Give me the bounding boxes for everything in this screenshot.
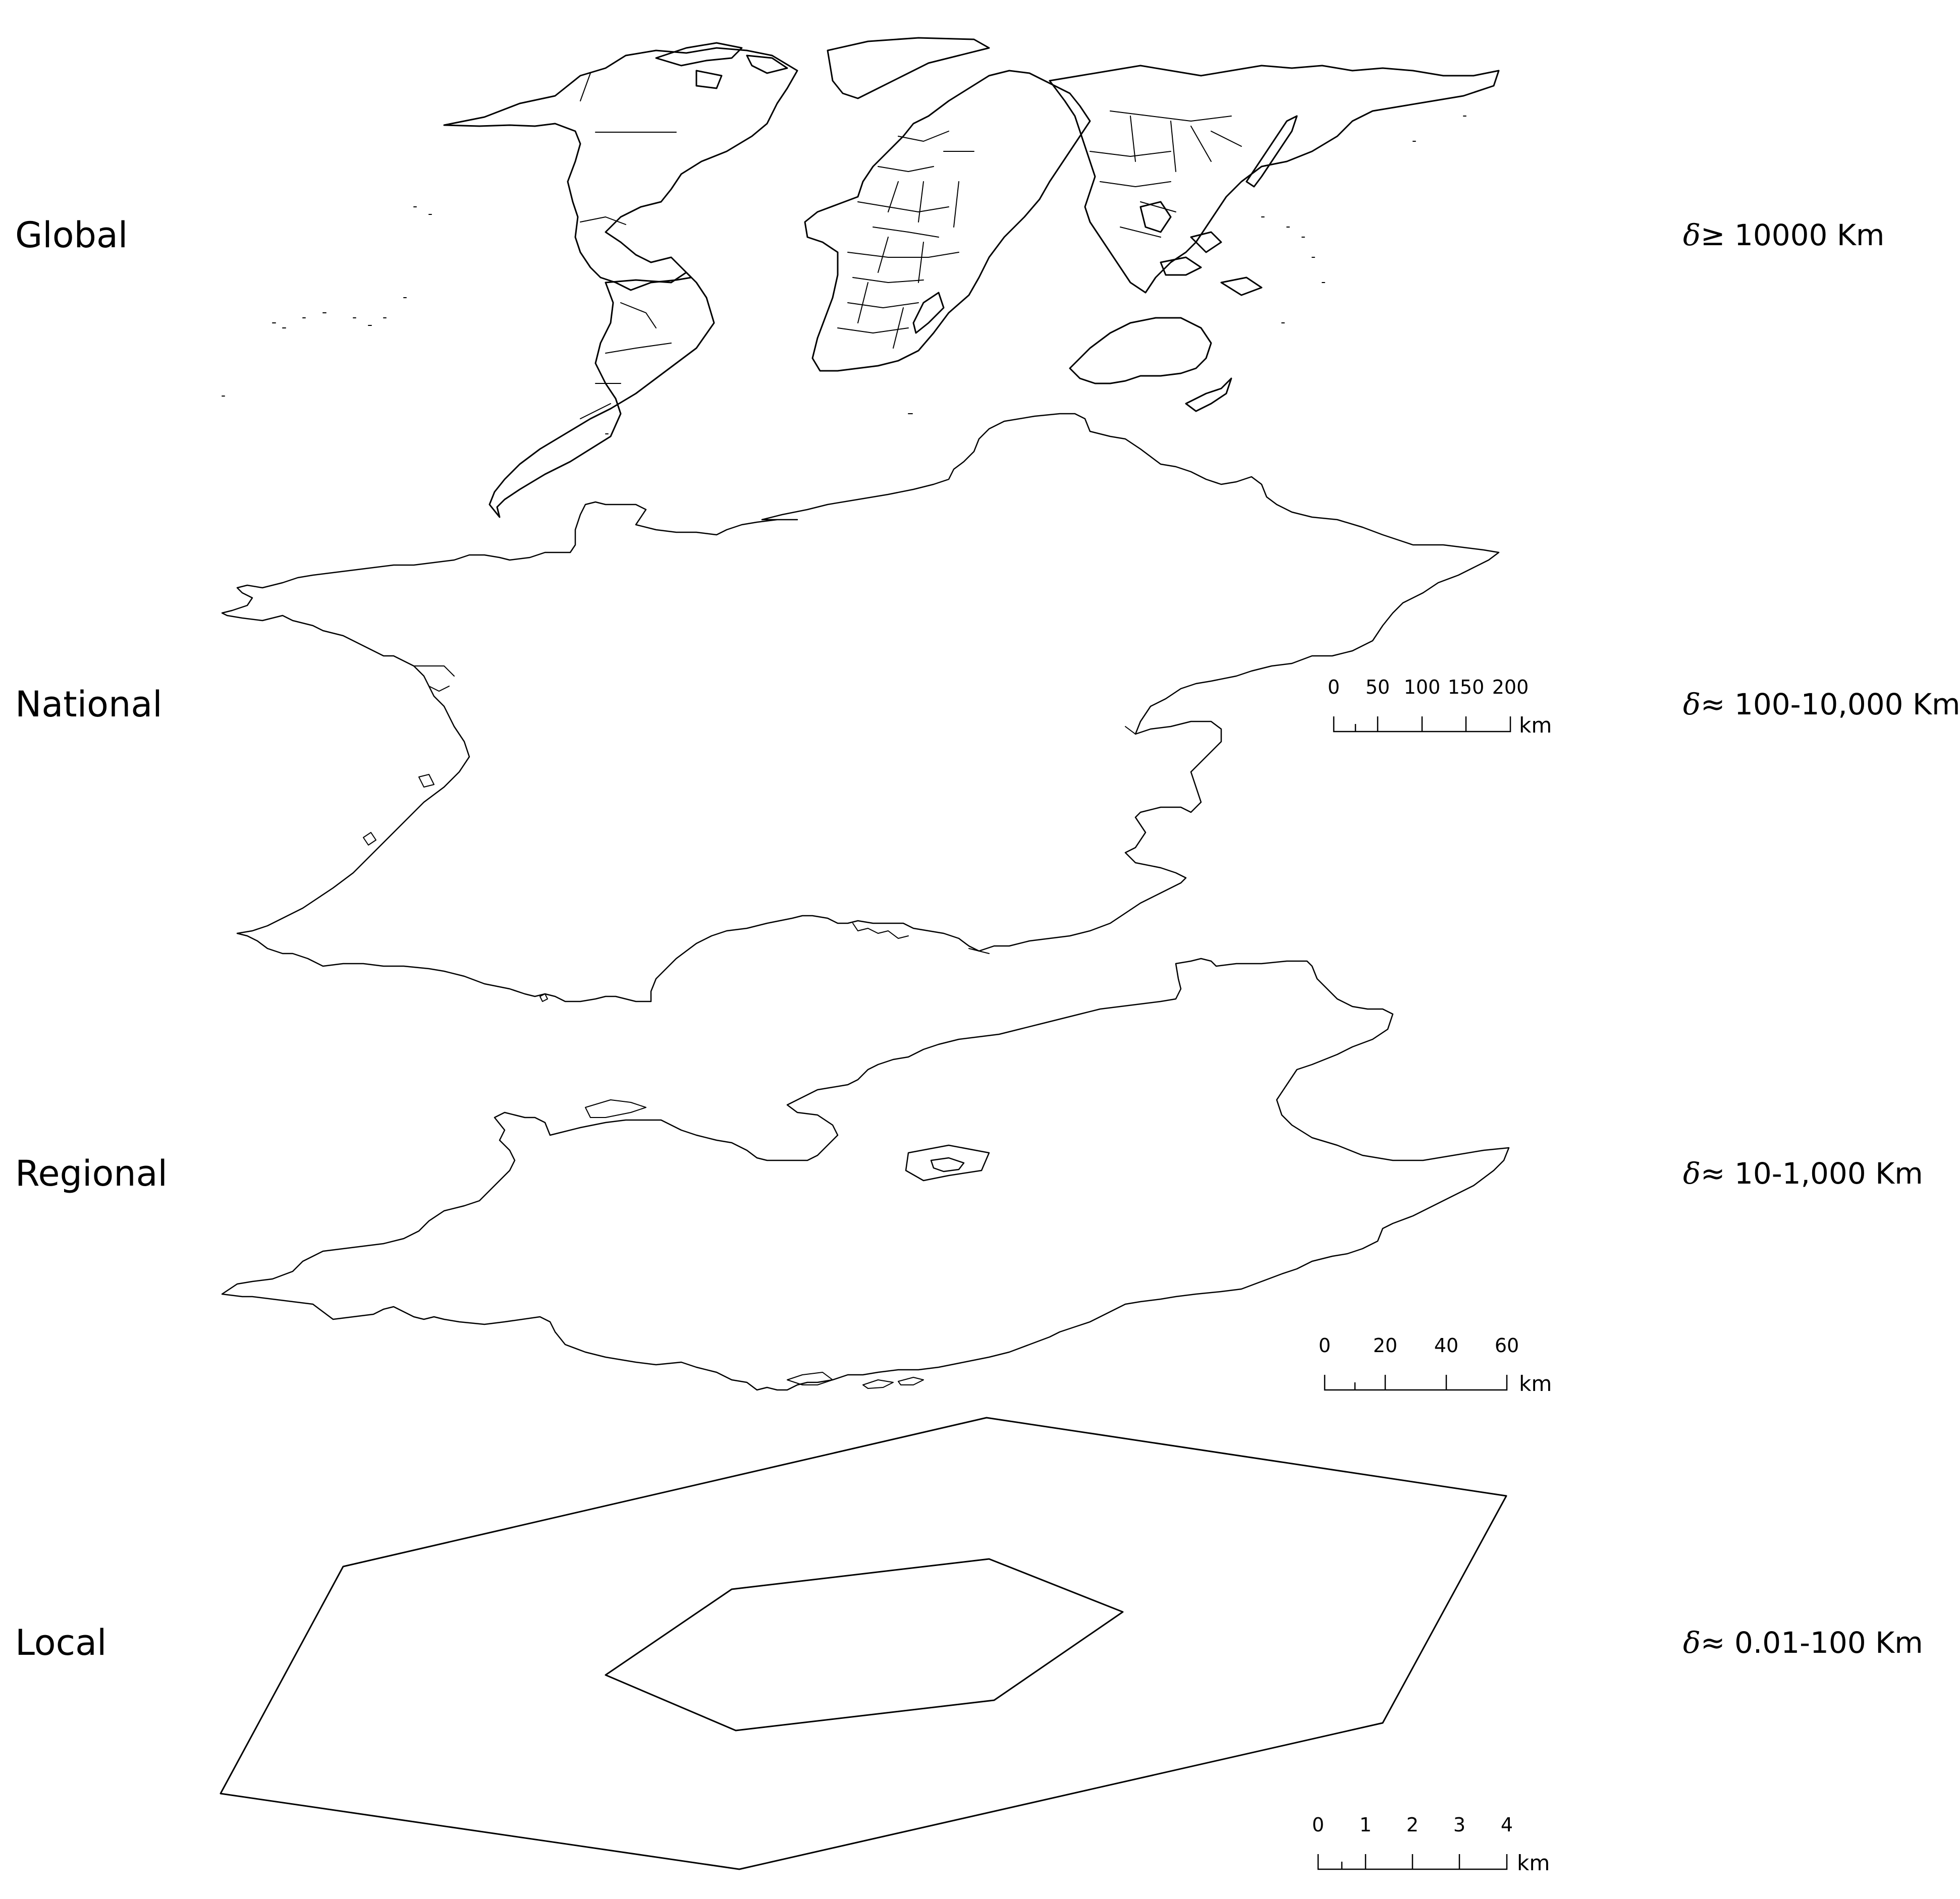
scalebar-tick-label: 40 [1434,1334,1458,1357]
scalebar-tick-label: 1 [1359,1814,1372,1836]
world-map [222,37,1500,518]
region-outline [221,958,1510,1391]
scalebar-tick-label: 2 [1406,1814,1419,1836]
scalebar-national: 0 50 100 150 200 km [1328,676,1552,738]
country-borders-na [580,73,677,225]
scalebar-line [1333,716,1511,733]
scalebar-regional: 0 20 40 60 km [1319,1334,1552,1396]
layer-label-global: Global [15,214,128,256]
scalebar-tick-label: 0 [1328,676,1340,698]
delta-symbol: δ [1683,218,1701,252]
scale-range-text: ≥ 10000 Km [1700,218,1885,252]
scalebar-tick-label: 4 [1501,1814,1513,1836]
australia-outline [1069,317,1212,384]
scalebar-tick-label: 100 [1404,676,1441,698]
scalebar-tick-label: 20 [1373,1334,1397,1357]
country-borders-asia [1090,110,1242,238]
local-area-marker-outer [905,1144,990,1182]
madagascar-outline [912,292,945,334]
country-borders-sa [580,302,672,419]
scale-range-regional: δ≈ 10-1,000 Km [1683,1156,1923,1191]
scalebar-line [1317,1854,1508,1870]
local-area-marker-inner [930,1157,965,1172]
scalebar-tick-label: 3 [1453,1814,1465,1836]
scalebar-tick-label: 50 [1366,676,1390,698]
greenland-outline [827,37,990,99]
scalebar-tick-label: 150 [1448,676,1485,698]
south-america-outline [488,271,715,518]
local-map [220,1417,1507,1870]
local-outer-hexagon [220,1417,1507,1870]
coastline-detail [428,686,1136,939]
pacific-islands [222,116,1466,434]
delta-symbol: δ [1683,687,1701,721]
scalebar-unit: km [1519,1371,1552,1396]
scalebar-tick-label: 200 [1492,676,1529,698]
scale-range-national: δ≈ 100-10,000 Km [1683,687,1960,721]
local-inner-hexagon [605,1558,1124,1732]
scale-range-text: ≈ 10-1,000 Km [1700,1156,1923,1191]
arctic-islands [655,42,788,89]
region-map [221,958,1510,1391]
france-outline [221,413,1500,1002]
france-map [221,413,1500,1002]
layer-label-local: Local [15,1622,107,1663]
new-zealand-outline [1185,377,1232,412]
region-enclave [585,1099,646,1118]
delta-symbol: δ [1683,1156,1701,1191]
scalebar-tick-label: 0 [1319,1334,1331,1357]
layer-label-national: National [15,684,162,725]
asia-outline [1049,65,1500,294]
coastal-islands [363,665,990,1002]
europe-africa-outline [804,70,1091,372]
country-borders-eu-af [837,131,974,349]
scale-range-local: δ≈ 0.01-100 Km [1683,1626,1923,1660]
north-america-outline [443,47,798,291]
scalebar-tick-label: 60 [1495,1334,1519,1357]
layer-label-regional: Regional [15,1153,168,1194]
scale-range-text: ≈ 100-10,000 Km [1700,687,1960,721]
scalebar-unit: km [1519,713,1552,738]
delta-symbol: δ [1683,1626,1701,1660]
japan-outline [1245,115,1298,188]
region-islands [787,1372,924,1389]
scalebar-tick-label: 0 [1312,1814,1324,1836]
scale-range-global: δ≥ 10000 Km [1683,218,1884,252]
scalebar-line [1324,1375,1508,1391]
scale-range-text: ≈ 0.01-100 Km [1700,1626,1923,1660]
scalebar-unit: km [1517,1851,1550,1875]
scalebar-local: 0 1 2 3 4 km [1312,1814,1550,1875]
southeast-asia-islands [1139,201,1263,296]
